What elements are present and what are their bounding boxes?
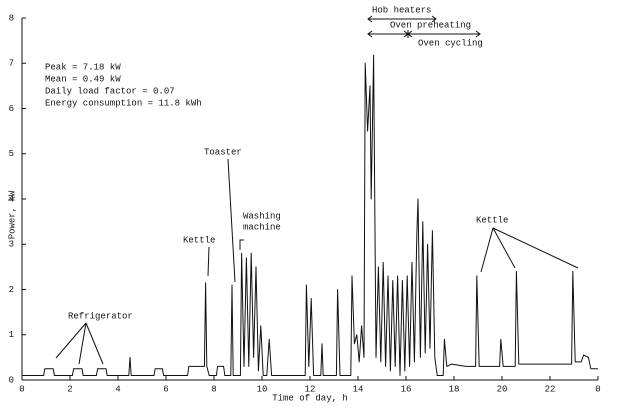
y-tick-label: 5 [9, 149, 14, 159]
y-tick-label: 1 [9, 330, 14, 340]
x-tick-label: 18 [449, 384, 460, 394]
x-tick-label: 0 [595, 384, 600, 394]
x-tick-label: 4 [115, 384, 120, 394]
annotations: Refrigerator Kettle Toaster Washing mach… [55, 5, 579, 365]
x-tick-label: 16 [401, 384, 412, 394]
y-tick-label: 0 [9, 375, 14, 385]
annotation: Washing [243, 211, 281, 221]
annotation: Kettle [183, 235, 215, 245]
x-tick-label: 12 [305, 384, 316, 394]
stat-text: Mean = 0.49 kW [45, 74, 121, 84]
arrow [480, 227, 494, 273]
arrow [85, 322, 104, 365]
y-tick-label: 2 [9, 285, 14, 295]
x-tick-label: 14 [353, 384, 364, 394]
annotation: Oven preheating [390, 20, 471, 30]
arrow [227, 158, 236, 283]
power-line [22, 54, 598, 376]
arrow [78, 322, 87, 365]
stat-text: Peak = 7.18 kW [45, 62, 121, 72]
x-tick-label: 2 [67, 384, 72, 394]
arrow-head [367, 15, 437, 23]
annotation: Oven cycling [418, 38, 483, 48]
y-tick-label: 7 [9, 59, 14, 69]
stat-text: Daily load factor = 0.07 [45, 86, 175, 96]
x-tick-label: 10 [257, 384, 268, 394]
annotation: Kettle [476, 215, 508, 225]
arrow [492, 227, 579, 269]
stat-text: Energy consumption = 11.8 kWh [45, 98, 202, 108]
annotation: machine [243, 222, 281, 232]
arrow [207, 246, 210, 277]
arrow [492, 227, 516, 269]
x-axis-label: Time of day, h [272, 393, 348, 403]
y-axis-label: Power, kW [7, 190, 17, 239]
arrow [55, 322, 87, 359]
x-tick-label: 8 [211, 384, 216, 394]
x-tick-label: 0 [19, 384, 24, 394]
y-tick-label: 3 [9, 240, 14, 250]
x-tick-label: 6 [163, 384, 168, 394]
y-tick-label: 6 [9, 104, 14, 114]
annotation: Hob heaters [372, 5, 431, 15]
x-tick-label: 20 [497, 384, 508, 394]
x-tick-label: 22 [545, 384, 556, 394]
annotation: Toaster [204, 147, 242, 157]
y-tick-label: 4 [9, 194, 14, 204]
y-tick-label: 8 [9, 13, 14, 23]
annotation: Refrigerator [68, 311, 133, 321]
bracket [239, 239, 244, 250]
